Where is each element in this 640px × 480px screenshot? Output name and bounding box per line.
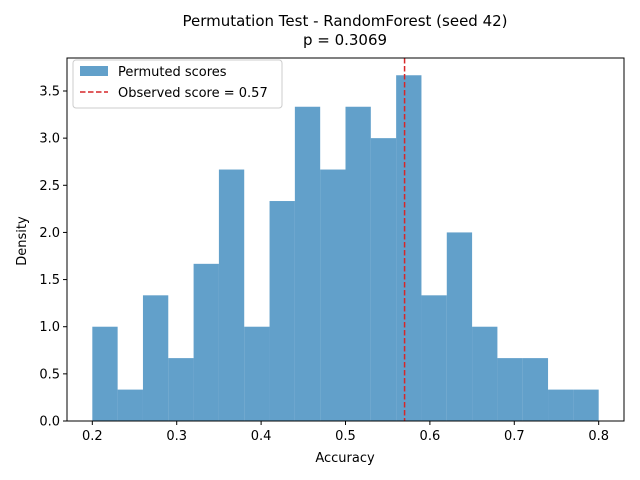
histogram-bar — [320, 169, 346, 421]
y-tick-label: 3.5 — [39, 85, 60, 100]
histogram-bar — [446, 232, 473, 421]
x-axis-label: Accuracy — [315, 451, 375, 466]
y-tick-label: 3.0 — [39, 132, 60, 147]
y-axis-ticks: 0.0 0.5 1.0 1.5 2.0 2.5 3.0 3.5 — [39, 85, 67, 430]
x-tick-label: 0.2 — [82, 429, 103, 444]
x-axis-ticks: 0.2 0.3 0.4 0.5 0.6 0.7 0.8 — [82, 421, 609, 444]
x-tick-label: 0.4 — [251, 429, 272, 444]
y-tick-label: 1.0 — [39, 320, 60, 335]
x-tick-label: 0.6 — [420, 429, 441, 444]
histogram-bar — [548, 389, 574, 421]
legend: Permuted scores Observed score = 0.57 — [72, 59, 283, 109]
histogram-bar — [370, 138, 397, 421]
histogram-bar — [345, 106, 371, 421]
histogram-bar — [218, 169, 245, 421]
legend-label-observed: Observed score = 0.57 — [118, 86, 268, 101]
histogram-bar — [472, 326, 498, 421]
chart-title: Permutation Test - RandomForest (seed 42… — [182, 12, 507, 30]
histogram-bar — [269, 201, 295, 421]
x-tick-label: 0.8 — [588, 429, 609, 444]
y-tick-label: 1.5 — [39, 273, 60, 288]
histogram-bar — [92, 326, 118, 421]
histogram-bar — [421, 295, 447, 421]
chart-subtitle: p = 0.3069 — [303, 31, 387, 49]
y-tick-label: 2.0 — [39, 226, 60, 241]
legend-box — [72, 59, 283, 109]
histogram-bar — [117, 389, 143, 421]
histogram-bar — [573, 389, 599, 421]
histogram-bar — [168, 358, 194, 421]
histogram-bar — [396, 75, 422, 422]
histogram-bars — [92, 75, 599, 422]
histogram-bar — [193, 263, 219, 421]
y-axis-label: Density — [15, 216, 30, 266]
y-tick-label: 0.0 — [39, 415, 60, 430]
histogram-bar — [497, 358, 523, 421]
y-tick-label: 0.5 — [39, 367, 60, 382]
histogram-bar — [142, 295, 169, 421]
x-tick-label: 0.7 — [504, 429, 525, 444]
x-tick-label: 0.5 — [335, 429, 356, 444]
histogram-bar — [522, 358, 549, 421]
y-tick-label: 2.5 — [39, 179, 60, 194]
histogram-bar — [244, 326, 270, 421]
legend-label-permuted: Permuted scores — [118, 65, 227, 80]
histogram-bar — [294, 106, 321, 421]
x-tick-label: 0.3 — [166, 429, 187, 444]
legend-swatch-permuted — [80, 66, 108, 76]
